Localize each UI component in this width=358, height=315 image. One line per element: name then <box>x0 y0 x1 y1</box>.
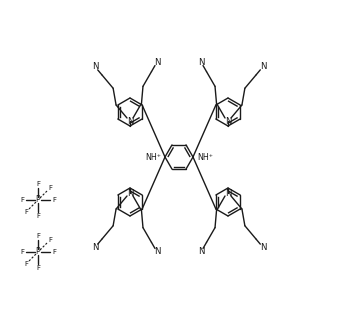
Text: N: N <box>225 188 231 198</box>
Text: N: N <box>127 117 133 125</box>
Text: F: F <box>48 237 52 243</box>
Text: F: F <box>52 249 56 255</box>
Text: N: N <box>127 188 133 198</box>
Text: F: F <box>52 197 56 203</box>
Text: P: P <box>36 248 40 256</box>
Text: N: N <box>260 243 266 252</box>
Text: N: N <box>260 62 266 71</box>
Text: F: F <box>36 181 40 187</box>
Text: F: F <box>20 197 24 203</box>
Text: F: F <box>36 265 40 271</box>
Text: NH⁺: NH⁺ <box>197 152 213 162</box>
Text: F: F <box>24 209 28 215</box>
Text: N: N <box>154 58 160 66</box>
Text: N: N <box>92 243 98 252</box>
Text: F: F <box>36 233 40 239</box>
Text: N: N <box>92 62 98 71</box>
Text: N: N <box>198 58 204 66</box>
Text: N: N <box>198 247 204 256</box>
Text: NH⁺: NH⁺ <box>145 152 161 162</box>
Text: F: F <box>48 185 52 191</box>
Text: N: N <box>154 247 160 256</box>
Text: F: F <box>24 261 28 267</box>
Text: F: F <box>36 213 40 219</box>
Text: P: P <box>36 196 40 204</box>
Text: N: N <box>225 117 231 125</box>
Text: F: F <box>20 249 24 255</box>
